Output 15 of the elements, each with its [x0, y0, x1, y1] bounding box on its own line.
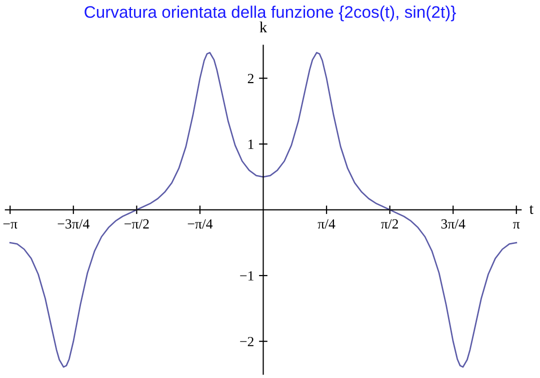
x-axis-title: t: [529, 205, 534, 214]
x-tick-label: π: [513, 222, 520, 229]
y-tick-label: 2: [248, 74, 254, 84]
y-tick-label: 1: [248, 140, 254, 149]
x-tick-label: −π/2: [124, 219, 149, 229]
y-tick-label: −1: [240, 271, 254, 280]
x-tick-label: −3π/4: [58, 219, 90, 229]
y-tick-label: −2: [240, 336, 254, 346]
x-tick-label: −π: [3, 222, 18, 229]
x-tick-label: π/2: [381, 219, 398, 229]
x-tick-label: −π/4: [188, 219, 213, 229]
chart-title: Curvatura orientata della funzione {2cos(t), sin(2t)}: [84, 6, 456, 22]
y-axis-title: k: [260, 22, 268, 32]
x-tick-label: π/4: [318, 219, 336, 229]
x-tick-label: 3π/4: [441, 219, 466, 229]
